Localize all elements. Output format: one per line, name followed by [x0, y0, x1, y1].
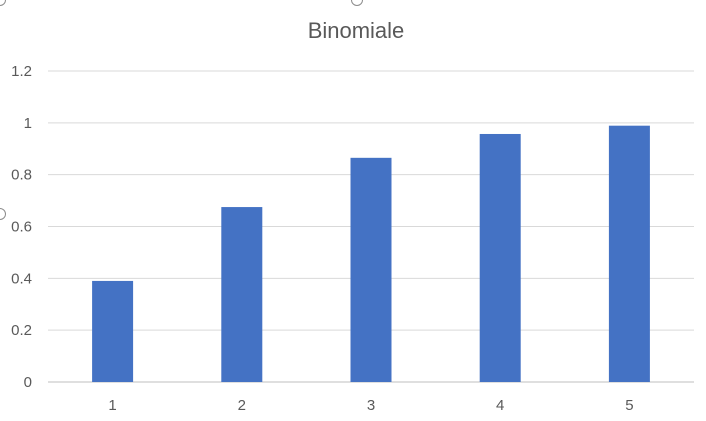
y-tick-label: 1 — [24, 115, 32, 132]
y-tick-label: 0.6 — [11, 219, 32, 236]
y-tick-label: 0.2 — [11, 322, 32, 339]
x-tick-label: 5 — [625, 397, 633, 414]
x-axis-tick-labels: 1 2 3 4 5 — [108, 397, 633, 414]
bar-2 — [221, 207, 263, 382]
y-tick-label: 0.8 — [11, 167, 32, 184]
x-tick-label: 3 — [367, 397, 375, 414]
x-tick-label: 1 — [108, 397, 116, 414]
y-tick-label: 0 — [24, 374, 32, 391]
bar-5 — [608, 125, 650, 382]
bar-3 — [350, 157, 392, 382]
chart-title: Binomiale — [308, 18, 405, 43]
x-tick-label: 4 — [496, 397, 504, 414]
bar-1 — [92, 280, 134, 382]
x-tick-label: 2 — [238, 397, 246, 414]
y-tick-label: 1.2 — [11, 63, 32, 80]
y-tick-label: 0.4 — [11, 270, 32, 287]
bars — [92, 125, 650, 382]
y-axis-tick-labels: 0 0.2 0.4 0.6 0.8 1 1.2 — [11, 63, 32, 391]
bar-4 — [479, 133, 521, 382]
